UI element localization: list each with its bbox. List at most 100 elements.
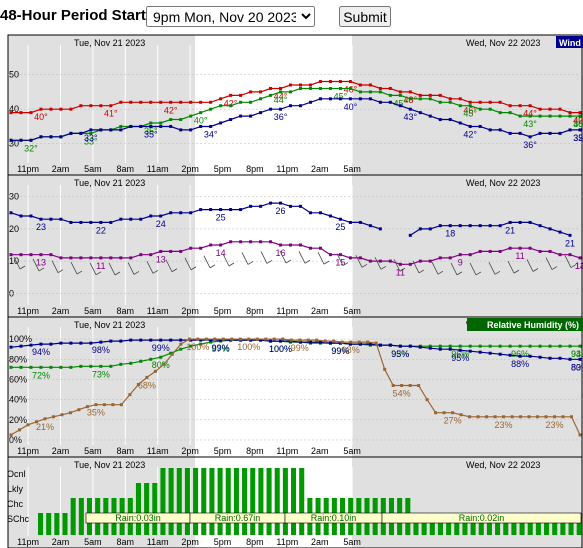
wind-barb [32, 258, 40, 272]
time-tick-label: 8pm [246, 537, 264, 547]
data-point [139, 100, 143, 104]
data-point [199, 124, 203, 128]
data-point [468, 253, 472, 257]
data-point [527, 415, 531, 419]
data-point [498, 249, 502, 253]
y-tick-label: 30 [9, 139, 19, 149]
data-point [189, 114, 193, 118]
time-tick-label: 11pm [276, 164, 298, 174]
data-point [478, 100, 482, 104]
data-point [442, 411, 446, 415]
data-point [69, 220, 73, 224]
time-tick-label: 2am [52, 537, 70, 547]
rain-bar [266, 468, 272, 535]
data-point [438, 100, 442, 104]
data-point [558, 114, 562, 118]
data-point [9, 211, 13, 215]
data-label: 68% [138, 380, 156, 390]
data-label: 23% [546, 420, 564, 430]
data-label: 23% [495, 420, 513, 430]
data-point [259, 111, 263, 115]
data-point [498, 100, 502, 104]
rain-bar [258, 468, 264, 535]
data-point [458, 224, 462, 228]
data-point [510, 415, 514, 419]
data-point [448, 256, 452, 260]
data-point [9, 111, 13, 115]
period-select[interactable]: 9pm Mon, Nov 20 2023 [146, 6, 315, 27]
rain-bar [217, 468, 223, 535]
data-point [99, 364, 103, 368]
data-point [249, 100, 253, 104]
data-point [145, 375, 149, 379]
data-point [391, 383, 395, 387]
data-point [548, 131, 552, 135]
wind-barb [355, 255, 363, 268]
data-point [438, 256, 442, 260]
data-point [578, 357, 582, 361]
data-point [308, 83, 312, 87]
data-point [159, 100, 163, 104]
data-point [59, 107, 63, 111]
data-point [19, 138, 23, 142]
data-point [279, 107, 283, 111]
data-point [199, 246, 203, 250]
data-point [109, 339, 113, 343]
data-point [451, 411, 455, 415]
data-label: 100% [186, 342, 209, 352]
data-point [149, 357, 153, 361]
data-point [478, 107, 482, 111]
wind-barb [209, 264, 216, 269]
wind-barb [13, 256, 21, 270]
data-point [368, 224, 372, 228]
series-surface-wind: 23 22 24 25 26 25 18 21 21 [9, 201, 575, 248]
data-point [502, 415, 506, 419]
data-point [69, 107, 73, 111]
data-point [77, 408, 81, 412]
data-point [388, 343, 392, 347]
data-point [109, 128, 113, 132]
data-point [229, 118, 233, 122]
data-point [204, 337, 208, 341]
data-point [418, 97, 422, 101]
wind-barb [342, 262, 349, 266]
submit-button[interactable]: Submit [339, 6, 391, 27]
rain-bar [233, 468, 239, 535]
data-point [102, 403, 106, 407]
rain-bar [470, 513, 476, 535]
time-tick-label: 8pm [246, 164, 264, 174]
wind-barb [469, 262, 477, 276]
data-point [548, 344, 552, 348]
y-tick-label: 40% [9, 395, 27, 405]
rain-bar [552, 513, 558, 535]
data-point [558, 253, 562, 257]
data-label: 40° [34, 112, 48, 122]
data-point [358, 342, 362, 346]
data-point [179, 211, 183, 215]
data-point [19, 111, 23, 115]
wind-barb [19, 265, 26, 270]
y-tick-label: 50 [9, 70, 19, 80]
wind-barb [418, 269, 425, 274]
data-point [468, 104, 472, 108]
data-point [518, 104, 522, 108]
data-label: 100% [269, 344, 292, 354]
wind-barb [361, 263, 368, 268]
data-point [69, 341, 73, 345]
data-point [348, 86, 352, 90]
data-point [239, 114, 243, 118]
data-point [249, 204, 253, 208]
data-point [428, 259, 432, 263]
rain-bar [454, 513, 460, 535]
data-label: 21% [36, 422, 54, 432]
data-point [187, 337, 191, 341]
panel-border [7, 456, 583, 548]
wind-barb [475, 271, 482, 276]
series-wind-chill: 33°35°34°36°40°43°42°36°35°32° [9, 97, 583, 150]
data-point [478, 344, 482, 348]
wind-barb [412, 260, 420, 274]
data-point [508, 246, 512, 250]
time-tick-label: 11pm [276, 537, 298, 547]
data-point [408, 233, 412, 237]
data-point [538, 344, 542, 348]
